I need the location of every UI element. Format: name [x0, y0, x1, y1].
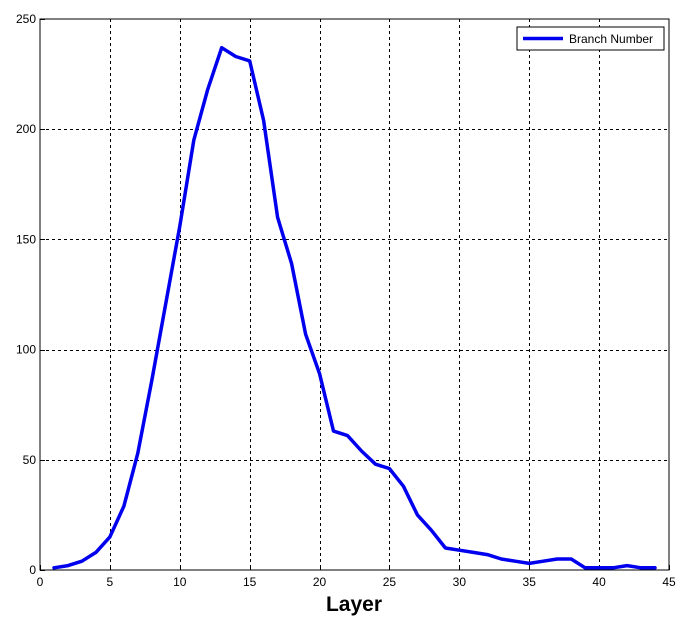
y-tick-label: 250: [16, 12, 36, 26]
series-group: [52, 45, 657, 570]
x-tick-label: 25: [383, 575, 397, 589]
x-tick-label: 15: [243, 575, 257, 589]
y-tick-label: 200: [16, 122, 36, 136]
x-tick-label: 40: [592, 575, 606, 589]
axis-ticks: 0 5 10 15 20 25 30 35 40 45 0 50 100 150 200 250: [16, 12, 676, 589]
x-tick-label: 0: [37, 575, 44, 589]
x-tick-label: 5: [107, 575, 114, 589]
x-tick-label: 30: [453, 575, 467, 589]
series-line-branch-number: [52, 45, 657, 570]
grid-lines: [40, 19, 669, 570]
x-tick-label: 20: [313, 575, 327, 589]
plot-area: [40, 19, 669, 570]
legend-box: [516, 26, 665, 51]
legend-entry-branch-number: Branch Number: [569, 32, 653, 46]
y-tick-label: 0: [29, 563, 36, 577]
y-tick-label: 100: [16, 343, 36, 357]
plot-frame: [39, 18, 670, 571]
legend: Branch Number: [516, 26, 665, 51]
x-tick-label: 45: [662, 575, 676, 589]
y-tick-label: 50: [23, 453, 37, 467]
y-tick-label: 150: [16, 232, 36, 246]
x-tick-label: 10: [173, 575, 187, 589]
x-axis-label: Layer: [326, 593, 382, 616]
x-tick-label: 35: [523, 575, 537, 589]
